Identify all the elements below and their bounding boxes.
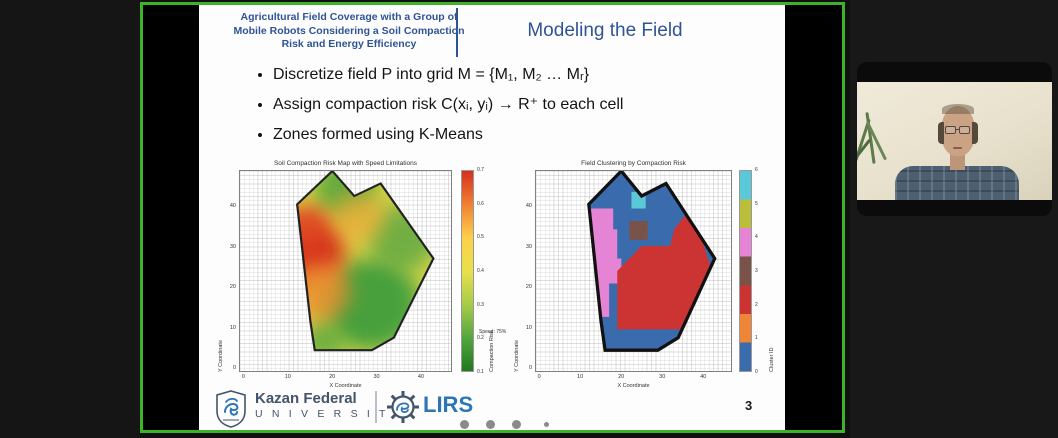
participant-torso (895, 166, 1019, 200)
heatmap-plot-area (239, 170, 452, 372)
participant-hair (938, 122, 944, 144)
presentation-title: Agricultural Field Coverage with a Group… (233, 11, 465, 51)
colorbar-label: Cluster ID (769, 347, 775, 372)
participant-hair (972, 122, 978, 144)
progress-dots (460, 420, 580, 430)
tick-label: 10 (284, 374, 291, 380)
tick-label: 40 (417, 374, 424, 380)
university-name: Kazan Federal (255, 390, 357, 407)
colorbar-tick-label: 5 (755, 200, 758, 207)
colorbar-tick-label: 3 (755, 268, 758, 274)
slide-title: Modeling the Field (527, 20, 683, 41)
participant-hair (942, 104, 974, 114)
colorbar-tick-label: 0.2 (477, 335, 484, 342)
header-divider (456, 8, 458, 57)
colorbar (739, 170, 752, 372)
colorbar-tick-label: 0.7 (477, 167, 484, 173)
tick-label: 0 (537, 374, 541, 380)
tick-label: 0 (232, 364, 236, 371)
kfu-shield-icon (216, 390, 246, 428)
plant-decoration (857, 110, 889, 200)
colorbar-label: Compaction Risk (489, 330, 495, 372)
participant-video (857, 82, 1052, 200)
tick-label: 20 (618, 374, 625, 380)
colorbar (461, 170, 474, 372)
x-axis-label: X Coordinate (617, 383, 650, 389)
logo-divider (375, 391, 377, 423)
bullet-item: Zones formed using K-Means (273, 127, 623, 143)
clustermap-plot-area (535, 170, 732, 372)
bullet-item: Discretize field P into grid M = {M₁, M₂… (273, 67, 623, 83)
x-axis-ticks: 0 10 20 30 40 (535, 374, 732, 382)
tick-label: 10 (525, 324, 532, 331)
progress-dot (512, 420, 521, 429)
tick-label: 40 (229, 203, 236, 210)
tick-label: 40 (700, 374, 707, 380)
colorbar-ticks: 0.1 0.2 0.3 0.4 0.5 0.6 0.7 (477, 167, 493, 375)
colorbar-tick-label: 0.1 (477, 369, 484, 375)
tick-label: 30 (525, 243, 532, 250)
tick-label: 40 (525, 203, 532, 210)
tick-label: 30 (229, 243, 236, 250)
field-clustering-chart: Field Clustering by Compaction Risk Y Co… (514, 158, 779, 396)
x-axis-label: X Coordinate (329, 383, 362, 389)
colorbar-tick-label: 0.6 (477, 200, 484, 207)
lirs-gear-icon (387, 391, 419, 423)
tick-label: 30 (373, 374, 380, 380)
tick-label: 0 (241, 374, 245, 380)
colorbar-tick-label: 0.3 (477, 301, 484, 308)
tick-label: 10 (577, 374, 584, 380)
colorbar-annotation: Speed: 75% (479, 328, 507, 335)
tick-label: 20 (525, 284, 532, 291)
y-axis-ticks: 0 10 20 30 40 (521, 170, 533, 372)
glasses-icon (944, 126, 972, 136)
colorbar-tick-label: 6 (755, 167, 758, 173)
colorbar-tick-label: 0.4 (477, 268, 484, 274)
participant-video-tile[interactable] (857, 62, 1052, 216)
bullet-item: Assign compaction risk C(xᵢ, yᵢ) → R⁺ to… (273, 97, 623, 113)
tick-label: 20 (229, 284, 236, 291)
tick-label: 0 (528, 364, 532, 371)
charts-row: Soil Compaction Risk Map with Speed Limi… (218, 158, 781, 398)
university-logo-text: Kazan Federal U N I V E R S I T Y (255, 390, 405, 421)
chart-title: Soil Compaction Risk Map with Speed Limi… (273, 160, 418, 167)
colorbar-tick-label: 4 (755, 234, 758, 241)
progress-dot (460, 420, 469, 429)
progress-dot (486, 420, 495, 429)
tick-label: 20 (329, 374, 336, 380)
participant-neck (950, 152, 965, 170)
soil-compaction-risk-chart: Soil Compaction Risk Map with Speed Limi… (218, 158, 513, 396)
colorbar-tick-label: 2 (755, 301, 758, 308)
participant-mouth (953, 147, 962, 149)
page-number: 3 (745, 398, 753, 413)
presentation-slide: Agricultural Field Coverage with a Group… (199, 5, 785, 430)
university-subtitle: U N I V E R S I T Y (255, 407, 405, 420)
colorbar-tick-label: 0 (755, 369, 758, 375)
lab-name: LIRS (423, 392, 474, 417)
colorbar-tick-label: 1 (755, 335, 758, 342)
colorbar-ticks: 0 1 2 3 4 5 6 (755, 167, 771, 375)
tick-label: 10 (229, 324, 236, 331)
progress-dot (544, 422, 549, 427)
tick-label: 30 (659, 374, 666, 380)
y-axis-label: Y Coordinate (218, 339, 224, 372)
x-axis-ticks: 0 10 20 30 40 (239, 374, 452, 382)
screen-share-region: Agricultural Field Coverage with a Group… (140, 2, 845, 433)
y-axis-label: Y Coordinate (514, 339, 520, 372)
colorbar-tick-label: 0.5 (477, 234, 484, 241)
bullet-list: Discretize field P into grid M = {M₁, M₂… (257, 67, 623, 157)
slide-footer: Kazan Federal U N I V E R S I T Y LIRS (213, 388, 779, 430)
y-axis-ticks: 0 10 20 30 40 (225, 170, 237, 372)
chart-title: Field Clustering by Compaction Risk (581, 160, 686, 167)
